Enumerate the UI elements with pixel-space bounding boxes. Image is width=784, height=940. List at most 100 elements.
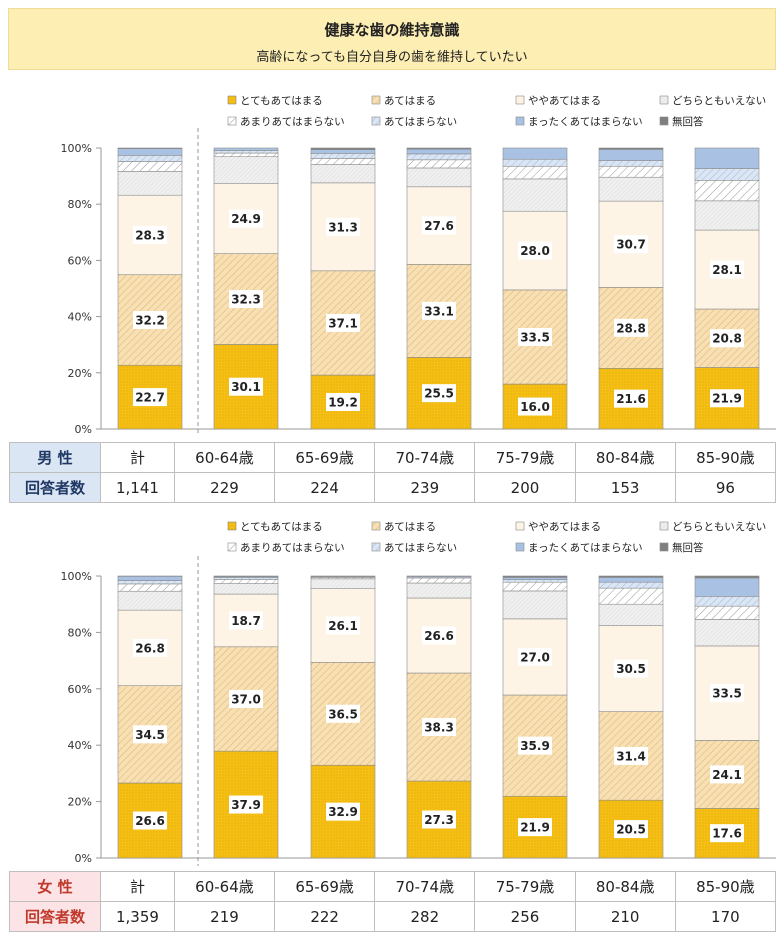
legend-swatch-6	[515, 116, 525, 126]
data-label-bg-1-0	[133, 310, 167, 329]
data-label-0-2: 19.2	[328, 396, 358, 410]
data-label-2-2: 26.1	[328, 619, 358, 633]
bar-disagree-0	[117, 580, 183, 585]
data-label-bg-2-2	[326, 616, 360, 635]
y-tick-2: 40%	[68, 739, 92, 752]
legend-label-1: あてはまる	[384, 95, 436, 107]
legend-label-0: とてもあてはまる	[240, 521, 323, 533]
bar-strongly_disagree-4	[502, 147, 568, 160]
data-label-0-1: 37.9	[231, 798, 261, 812]
data-label-bg-0-6	[710, 824, 744, 843]
data-label-1-1: 37.0	[231, 692, 261, 706]
data-label-bg-1-1	[229, 290, 263, 309]
data-label-bg-1-3	[422, 718, 456, 737]
bar-disagree-6	[694, 168, 760, 181]
data-label-bg-0-5	[614, 820, 648, 839]
bar-disagree-2	[310, 153, 376, 159]
bar-disagree-5	[598, 160, 664, 167]
data-label-bg-2-4	[518, 647, 552, 666]
women-label: 女 性	[9, 871, 101, 902]
data-label-bg-1-5	[614, 746, 648, 765]
women-category-4: 75-79歳	[474, 871, 576, 902]
y-tick-3: 60%	[68, 254, 92, 267]
bar-strongly_disagree-3	[406, 148, 472, 155]
legend-swatch-6	[515, 542, 525, 552]
data-label-0-3: 27.3	[424, 813, 454, 827]
data-label-1-3: 33.1	[424, 304, 454, 318]
y-tick-0: 0%	[75, 852, 92, 865]
data-label-bg-1-2	[326, 704, 360, 723]
bar-strongly_disagree-1	[213, 147, 279, 151]
bar-somewhat_disagree-3	[406, 577, 472, 584]
data-label-bg-1-2	[326, 313, 360, 332]
data-label-1-4: 35.9	[520, 739, 550, 753]
data-label-2-4: 28.0	[520, 244, 550, 258]
legend-label-2: ややあてはまる	[528, 521, 601, 533]
data-label-bg-0-1	[229, 795, 263, 814]
men-count-6: 96	[674, 472, 777, 503]
legend-swatch-2	[515, 521, 525, 531]
men-category-3: 70-74歳	[374, 442, 476, 473]
legend-label-0: とてもあてはまる	[240, 95, 323, 107]
data-label-2-1: 24.9	[231, 212, 261, 226]
data-label-bg-0-0	[133, 811, 167, 830]
men-category-2: 65-69歳	[274, 442, 376, 473]
bar-somewhat_disagree-6	[694, 180, 760, 202]
data-label-2-0: 26.8	[135, 641, 165, 655]
bar-neutral-0	[117, 590, 183, 611]
data-label-bg-1-6	[710, 765, 744, 784]
bar-disagree-5	[598, 581, 664, 589]
men-table: 男 性 計 60-64歳 65-69歳 70-74歳 75-79歳 80-84歳…	[9, 442, 777, 503]
women-table: 女 性 計 60-64歳 65-69歳 70-74歳 75-79歳 80-84歳…	[9, 871, 777, 932]
men-count-3: 239	[374, 472, 476, 503]
data-label-bg-2-1	[229, 209, 263, 228]
bar-strongly_agree-0	[117, 364, 183, 430]
bar-strongly_disagree-2	[310, 149, 376, 154]
data-label-bg-0-1	[229, 377, 263, 396]
men-category-5: 80-84歳	[574, 442, 676, 473]
data-label-0-6: 21.9	[712, 392, 742, 406]
men-count-0: 1,141	[100, 472, 175, 503]
data-label-bg-0-3	[422, 810, 456, 829]
data-label-1-3: 38.3	[424, 721, 454, 735]
bar-strongly_disagree-3	[406, 575, 472, 578]
legend-swatch-4	[227, 116, 237, 126]
data-label-0-0: 22.7	[135, 391, 165, 405]
women-count-4: 256	[474, 901, 576, 932]
legend-label-6: まったくあてはまらない	[528, 542, 643, 554]
data-label-bg-0-3	[422, 384, 456, 403]
data-label-bg-2-3	[422, 626, 456, 645]
bar-no_answer-6	[694, 575, 760, 579]
men-count-1: 229	[173, 472, 276, 503]
y-tick-3: 60%	[68, 683, 92, 696]
data-label-0-6: 17.6	[712, 827, 742, 841]
data-label-2-0: 28.3	[135, 228, 165, 242]
bar-somewhat_disagree-0	[117, 583, 183, 592]
y-tick-5: 100%	[61, 570, 92, 583]
data-label-bg-1-3	[422, 301, 456, 320]
bar-disagree-4	[502, 579, 568, 583]
women-count-1: 219	[173, 901, 276, 932]
data-label-2-5: 30.5	[616, 662, 646, 676]
data-label-bg-2-0	[133, 225, 167, 244]
bar-neutral-1	[213, 583, 279, 595]
data-label-bg-0-0	[133, 388, 167, 407]
title-box: 健康な歯の維持意識 高齢になっても自分自身の歯を維持していたい	[8, 8, 776, 70]
bar-no_answer-3	[406, 147, 472, 150]
data-label-2-3: 27.6	[424, 219, 454, 233]
bar-neutral-2	[310, 578, 376, 589]
bar-neutral-3	[406, 167, 472, 188]
data-label-bg-1-0	[133, 725, 167, 744]
data-label-bg-2-1	[229, 611, 263, 630]
women-category-1: 60-64歳	[173, 871, 276, 902]
legend-swatch-3	[659, 95, 669, 105]
bar-strongly_disagree-4	[502, 577, 568, 580]
bar-neutral-6	[694, 200, 760, 231]
bar-neutral-4	[502, 178, 568, 212]
bar-strongly_disagree-0	[117, 575, 183, 581]
data-label-2-6: 33.5	[712, 687, 742, 701]
bar-no_answer-2	[310, 147, 376, 150]
legend-label-4: あまりあてはまらない	[240, 116, 345, 128]
